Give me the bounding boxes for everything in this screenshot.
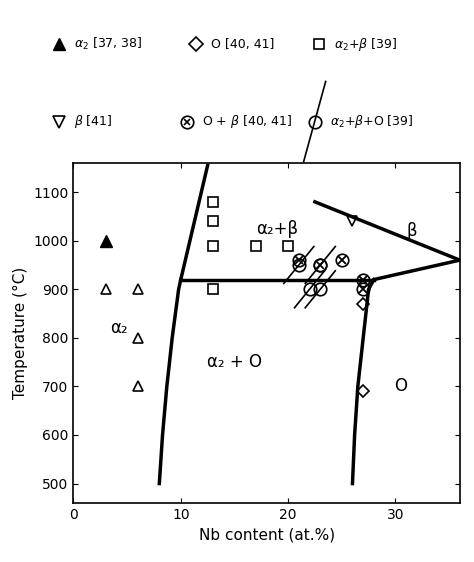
Text: β: β — [406, 222, 417, 240]
Y-axis label: Temperature (°C): Temperature (°C) — [13, 267, 28, 399]
Text: O [40, 41]: O [40, 41] — [210, 38, 274, 51]
Text: $\alpha_2$+$\beta$ [39]: $\alpha_2$+$\beta$ [39] — [334, 36, 397, 53]
Text: $\beta$ [41]: $\beta$ [41] — [74, 113, 112, 130]
Text: α₂: α₂ — [109, 319, 128, 337]
Text: O: O — [394, 378, 407, 396]
Text: α₂+β: α₂+β — [256, 220, 299, 238]
Text: $\alpha_2$+$\beta$+O [39]: $\alpha_2$+$\beta$+O [39] — [329, 113, 413, 130]
Text: $\alpha_2$ [37, 38]: $\alpha_2$ [37, 38] — [74, 36, 143, 52]
Text: O + $\beta$ [40, 41]: O + $\beta$ [40, 41] — [202, 113, 292, 130]
Text: α₂ + O: α₂ + O — [207, 353, 262, 371]
X-axis label: Nb content (at.%): Nb content (at.%) — [199, 527, 335, 542]
